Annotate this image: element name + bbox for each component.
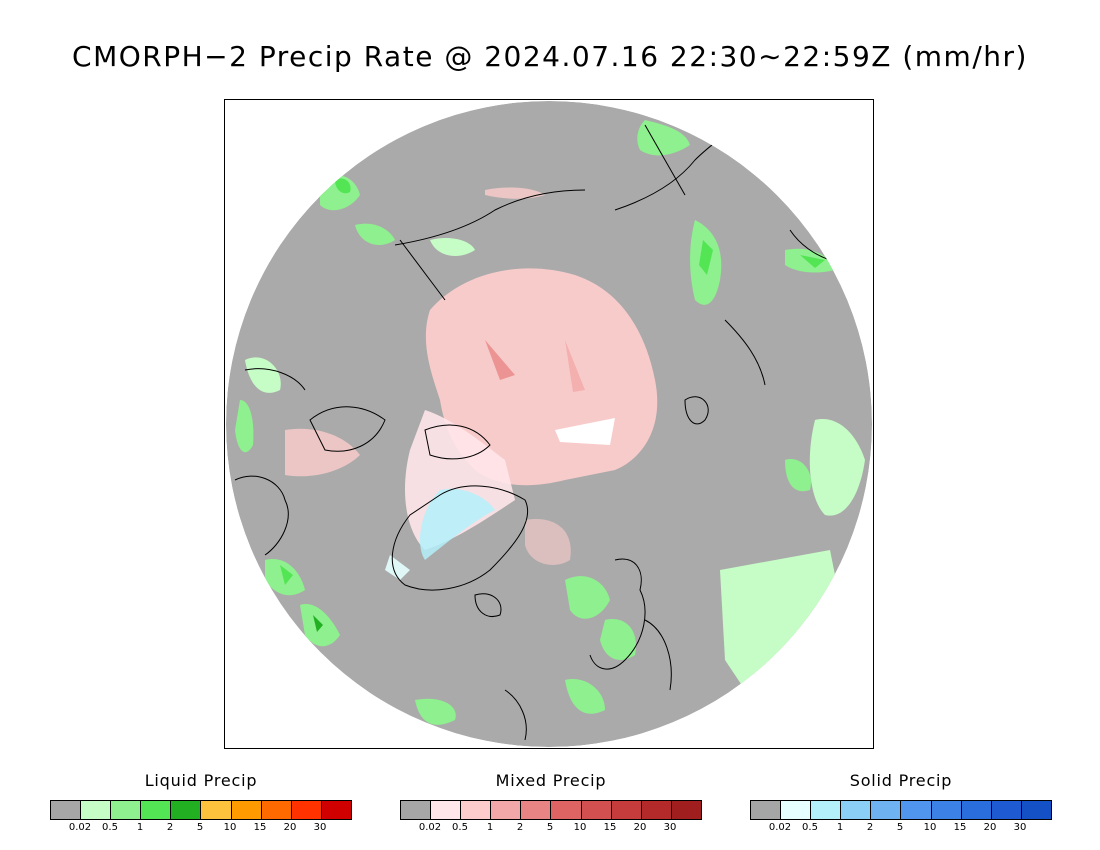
legend-mixed-swatch (401, 801, 432, 819)
legend-solid-swatch (1021, 801, 1051, 819)
legend-mixed-tick-label: 5 (546, 822, 554, 833)
legend-solid-swatch (781, 801, 812, 819)
legend-solid-swatch (991, 801, 1022, 819)
legend-liquid-tick-label: 10 (223, 822, 237, 833)
legend-solid-tick-label: 15 (953, 822, 967, 833)
legend-mixed-swatch (521, 801, 552, 819)
polar-precip-map (224, 99, 874, 749)
legend-solid-tick-label: 0.5 (802, 822, 818, 833)
legend-solid-tick-label: 5 (896, 822, 904, 833)
legend-solid-swatch (901, 801, 932, 819)
legend-liquid-ticks: 0.02 0.5 1 2 5 10 15 20 30 (50, 822, 352, 836)
legend-liquid-tick-label: 1 (136, 822, 144, 833)
legend-liquid-title: Liquid Precip (144, 771, 258, 790)
legend-liquid-swatch (141, 801, 172, 819)
legend-mixed-ticks: 0.02 0.5 1 2 5 10 15 20 30 (400, 822, 702, 836)
legend-liquid-swatch (171, 801, 202, 819)
legend-mixed-tick-label: 0.02 (418, 822, 442, 833)
legend-mixed-swatch (611, 801, 642, 819)
legend-liquid-tick-label: 30 (313, 822, 327, 833)
legend-mixed-swatch (671, 801, 701, 819)
legend-liquid-tick-label: 2 (166, 822, 174, 833)
legend-liquid-swatch (291, 801, 322, 819)
liquid-precip-areas (235, 120, 865, 725)
legend-liquid-swatch (81, 801, 112, 819)
legend-liquid-swatch (51, 801, 82, 819)
legend-solid-tick-label: 10 (923, 822, 937, 833)
legend-solid-tick-label: 30 (1013, 822, 1027, 833)
chart-title: CMORPH−2 Precip Rate @ 2024.07.16 22:30∼… (72, 40, 1028, 73)
legend-liquid-swatch (261, 801, 292, 819)
legend-mixed-swatch (491, 801, 522, 819)
legend-solid-tick-label: 1 (836, 822, 844, 833)
legend-mixed-tick-label: 20 (633, 822, 647, 833)
legend-liquid-tick-label: 15 (253, 822, 267, 833)
legend-liquid-tick-label: 0.5 (102, 822, 118, 833)
legend-liquid-tick-label: 20 (283, 822, 297, 833)
legend-solid-swatch (961, 801, 992, 819)
legend-mixed-tick-label: 0.5 (452, 822, 468, 833)
solid-precip-areas (385, 488, 495, 580)
legend-solid-tick-label: 2 (866, 822, 874, 833)
legend-mixed-swatch (431, 801, 462, 819)
map-canvas (225, 100, 873, 748)
legend-liquid-swatch (201, 801, 232, 819)
legend-mixed-swatch (461, 801, 492, 819)
legend-solid-swatch (871, 801, 902, 819)
legend-mixed-swatch (581, 801, 612, 819)
legend-mixed-swatch (551, 801, 582, 819)
legend-mixed-colorbar (400, 800, 702, 820)
legend-mixed-tick-label: 2 (516, 822, 524, 833)
legend-liquid-swatch (231, 801, 262, 819)
legend-solid-swatch (751, 801, 782, 819)
legend-mixed-tick-label: 10 (573, 822, 587, 833)
legend-liquid-swatch (111, 801, 142, 819)
legend-liquid-swatch (321, 801, 351, 819)
legend-solid-swatch (811, 801, 842, 819)
legend-solid-title: Solid Precip (849, 771, 953, 790)
legend-mixed-tick-label: 1 (486, 822, 494, 833)
legend-mixed-tick-label: 30 (663, 822, 677, 833)
legend-solid-colorbar (750, 800, 1052, 820)
legend-solid-tick-label: 0.02 (768, 822, 792, 833)
legend-mixed-tick-label: 15 (603, 822, 617, 833)
legend-mixed-swatch (641, 801, 672, 819)
legend-liquid-tick-label: 5 (196, 822, 204, 833)
legend-solid-precip: Solid Precip 0.02 0.5 1 2 5 10 15 20 30 (750, 770, 1052, 836)
legend-solid-swatch (931, 801, 962, 819)
legend-liquid-colorbar (50, 800, 352, 820)
legend-liquid-precip: Liquid Precip 0.02 0.5 1 2 5 10 15 20 30 (50, 770, 352, 836)
legend-solid-swatch (841, 801, 872, 819)
legend-solid-ticks: 0.02 0.5 1 2 5 10 15 20 30 (750, 822, 1052, 836)
legend-solid-tick-label: 20 (983, 822, 997, 833)
mixed-precip-areas (285, 187, 658, 565)
legend-mixed-precip: Mixed Precip 0.02 0.5 1 2 5 10 15 20 30 (400, 770, 702, 836)
legend-liquid-tick-label: 0.02 (68, 822, 92, 833)
legend-mixed-title: Mixed Precip (495, 771, 607, 790)
